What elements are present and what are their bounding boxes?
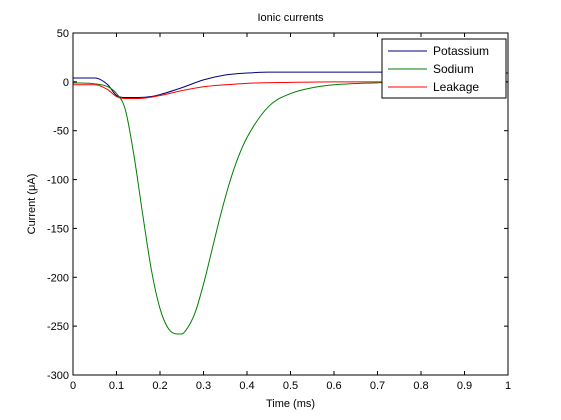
y-tick-label: 0 [63, 77, 69, 89]
y-tick-label: 50 [57, 28, 69, 40]
legend-label-leakage: Leakage [433, 80, 479, 94]
x-tick-label: 0.2 [152, 380, 167, 392]
x-tick-label: 0 [70, 380, 76, 392]
chart-title: Ionic currents [257, 12, 324, 24]
ticks-layer: 0 0.1 0.2 0.3 0.4 0.5 0.6 0.7 0.8 0.9 1 -300 -250 -20… [47, 28, 511, 392]
y-axis-label: Current (μA) [26, 174, 38, 235]
x-axis-label: Time (ms) [266, 398, 315, 410]
x-tick-label: 1 [505, 380, 511, 392]
y-tick-label: -100 [47, 175, 69, 187]
x-tick-label: 0.1 [109, 380, 124, 392]
series-line-potassium [72, 71, 509, 98]
x-tick-label: 0.5 [283, 380, 298, 392]
x-tick-label: 0.4 [239, 380, 254, 392]
x-tick-label: 0.3 [196, 380, 211, 392]
x-tick-label: 0.8 [413, 380, 428, 392]
legend: Potassium Sodium Leakage [381, 38, 507, 99]
series-line-sodium [72, 81, 508, 335]
y-tick-label: -300 [47, 370, 69, 382]
y-tick-label: -50 [53, 126, 69, 138]
y-tick-label: -200 [47, 272, 69, 284]
x-tick-label: 0.6 [326, 380, 341, 392]
legend-label-sodium: Sodium [433, 62, 474, 76]
x-tick-label: 0.9 [457, 380, 472, 392]
legend-label-potassium: Potassium [433, 44, 489, 58]
y-tick-label: -250 [47, 321, 69, 333]
x-tick-label: 0.7 [370, 380, 385, 392]
y-tick-label: -150 [47, 223, 69, 235]
